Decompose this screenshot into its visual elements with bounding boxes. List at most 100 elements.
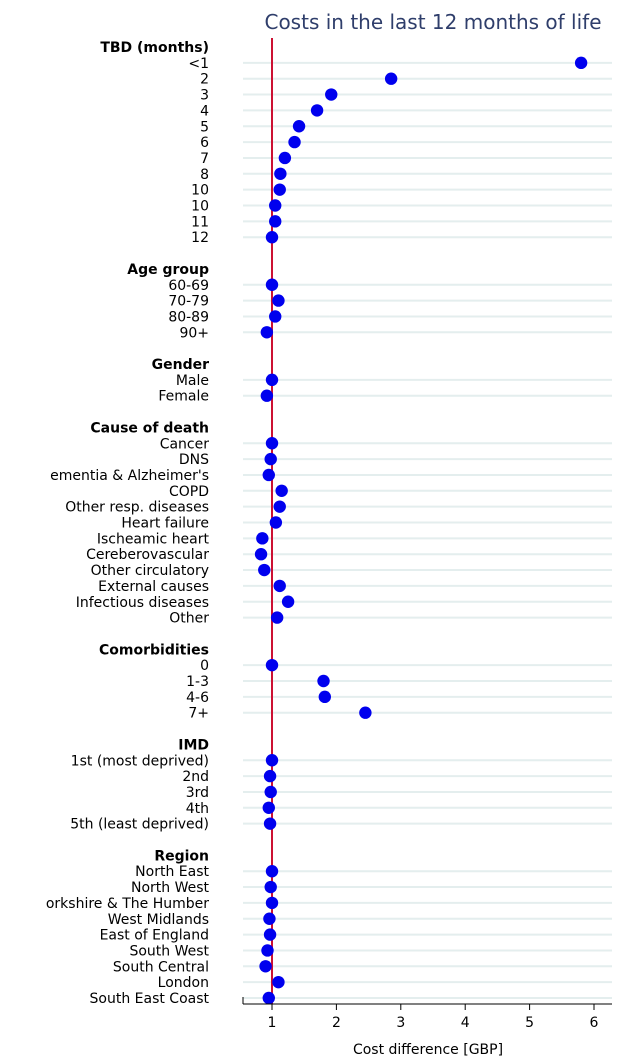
row-label: 70-79 <box>168 294 209 310</box>
data-point <box>325 88 338 101</box>
data-point <box>574 56 588 70</box>
data-point <box>273 183 286 196</box>
data-point <box>263 928 277 941</box>
gridlines <box>243 61 612 999</box>
data-point <box>264 785 277 799</box>
row-label: East of England <box>100 928 209 944</box>
data-point <box>273 500 286 513</box>
data-point <box>265 373 279 387</box>
data-point <box>265 437 279 450</box>
data-point <box>260 389 274 402</box>
row-label: 7 <box>200 151 209 167</box>
row-label: Female <box>158 389 209 405</box>
row-label: Other circulatory <box>91 563 209 579</box>
data-point <box>258 563 271 577</box>
chart-title: Costs in the last 12 months of life <box>264 10 601 34</box>
data-point <box>288 135 301 149</box>
data-point <box>265 754 279 767</box>
row-label: Cereberovascular <box>86 547 209 563</box>
row-label: Other <box>169 611 209 627</box>
data-point <box>262 468 275 482</box>
data-point <box>263 769 277 783</box>
data-point <box>269 310 282 323</box>
row-label: 6 <box>200 135 209 151</box>
data-point <box>278 151 292 165</box>
row-label: 12 <box>191 230 209 246</box>
x-axis: 1 2 3 4 5 6 <box>242 997 612 1031</box>
group-header: Gender <box>152 357 209 373</box>
group-header: Cause of death <box>90 420 209 436</box>
group-header: Comorbidities <box>99 642 209 658</box>
row-label: orkshire & The Humber <box>46 896 209 912</box>
row-label: Cancer <box>160 436 210 452</box>
data-point <box>265 231 279 244</box>
row-label: North East <box>135 864 209 880</box>
row-label: Other resp. diseases <box>65 500 209 516</box>
row-label: 2nd <box>182 769 209 785</box>
row-label: 8 <box>200 167 209 183</box>
row-label: 1-3 <box>186 674 209 690</box>
row-label: 10 <box>191 199 209 215</box>
row-label: South East Coast <box>90 991 210 1007</box>
row-label: 4th <box>186 801 209 817</box>
data-point <box>317 674 330 688</box>
row-label: 10 <box>191 183 209 199</box>
data-point <box>265 865 279 878</box>
row-label: 80-89 <box>168 309 209 325</box>
row-label: Male <box>176 373 209 389</box>
x-tick-label: 4 <box>461 1015 470 1031</box>
data-point <box>274 167 287 180</box>
row-label: South Central <box>113 959 209 975</box>
data-point <box>254 548 268 561</box>
row-label: COPD <box>169 484 209 500</box>
data-point <box>272 975 285 989</box>
group-header: Age group <box>127 262 209 278</box>
row-label: Infectious diseases <box>76 595 209 611</box>
row-label: 7+ <box>188 706 209 722</box>
row-label: 4-6 <box>186 690 209 706</box>
group-header: Region <box>154 848 209 864</box>
row-label: 90+ <box>179 325 209 341</box>
data-point <box>273 579 286 593</box>
data-point <box>272 294 285 307</box>
row-label: ementia & Alzheimer's <box>50 468 209 484</box>
row-label: Heart failure <box>121 516 209 532</box>
row-label: 0 <box>200 658 209 674</box>
data-point <box>270 611 284 624</box>
row-label: 2 <box>200 72 209 88</box>
data-point <box>262 801 275 814</box>
data-point <box>263 817 277 830</box>
data-point <box>292 120 306 133</box>
data-point <box>265 658 279 672</box>
row-label: 5th (least deprived) <box>70 817 209 833</box>
data-point <box>275 484 288 497</box>
data-point <box>269 215 282 228</box>
data-point <box>264 880 277 894</box>
data-point <box>264 452 277 466</box>
row-label: External causes <box>98 579 209 595</box>
row-label: Ischeamic heart <box>97 531 210 547</box>
x-tick-label: 3 <box>396 1015 405 1031</box>
group-header: TBD (months) <box>100 40 209 56</box>
row-label: South West <box>129 943 209 959</box>
row-label: West Midlands <box>108 912 209 928</box>
data-point <box>281 595 295 608</box>
data-point <box>261 944 274 957</box>
data-point <box>359 706 372 719</box>
data-point <box>269 516 283 529</box>
row-label: 60-69 <box>168 278 209 294</box>
x-tick-label: 5 <box>525 1015 534 1031</box>
row-label: 11 <box>191 214 209 230</box>
data-point <box>310 104 324 117</box>
row-label: London <box>158 975 209 991</box>
row-label: 3 <box>200 88 209 104</box>
x-tick-label: 1 <box>268 1015 277 1031</box>
row-label: 4 <box>200 103 209 119</box>
data-point <box>259 960 272 973</box>
data-point <box>318 690 332 704</box>
data-point <box>263 912 276 925</box>
data-point <box>269 199 282 212</box>
row-label: <1 <box>188 56 209 72</box>
